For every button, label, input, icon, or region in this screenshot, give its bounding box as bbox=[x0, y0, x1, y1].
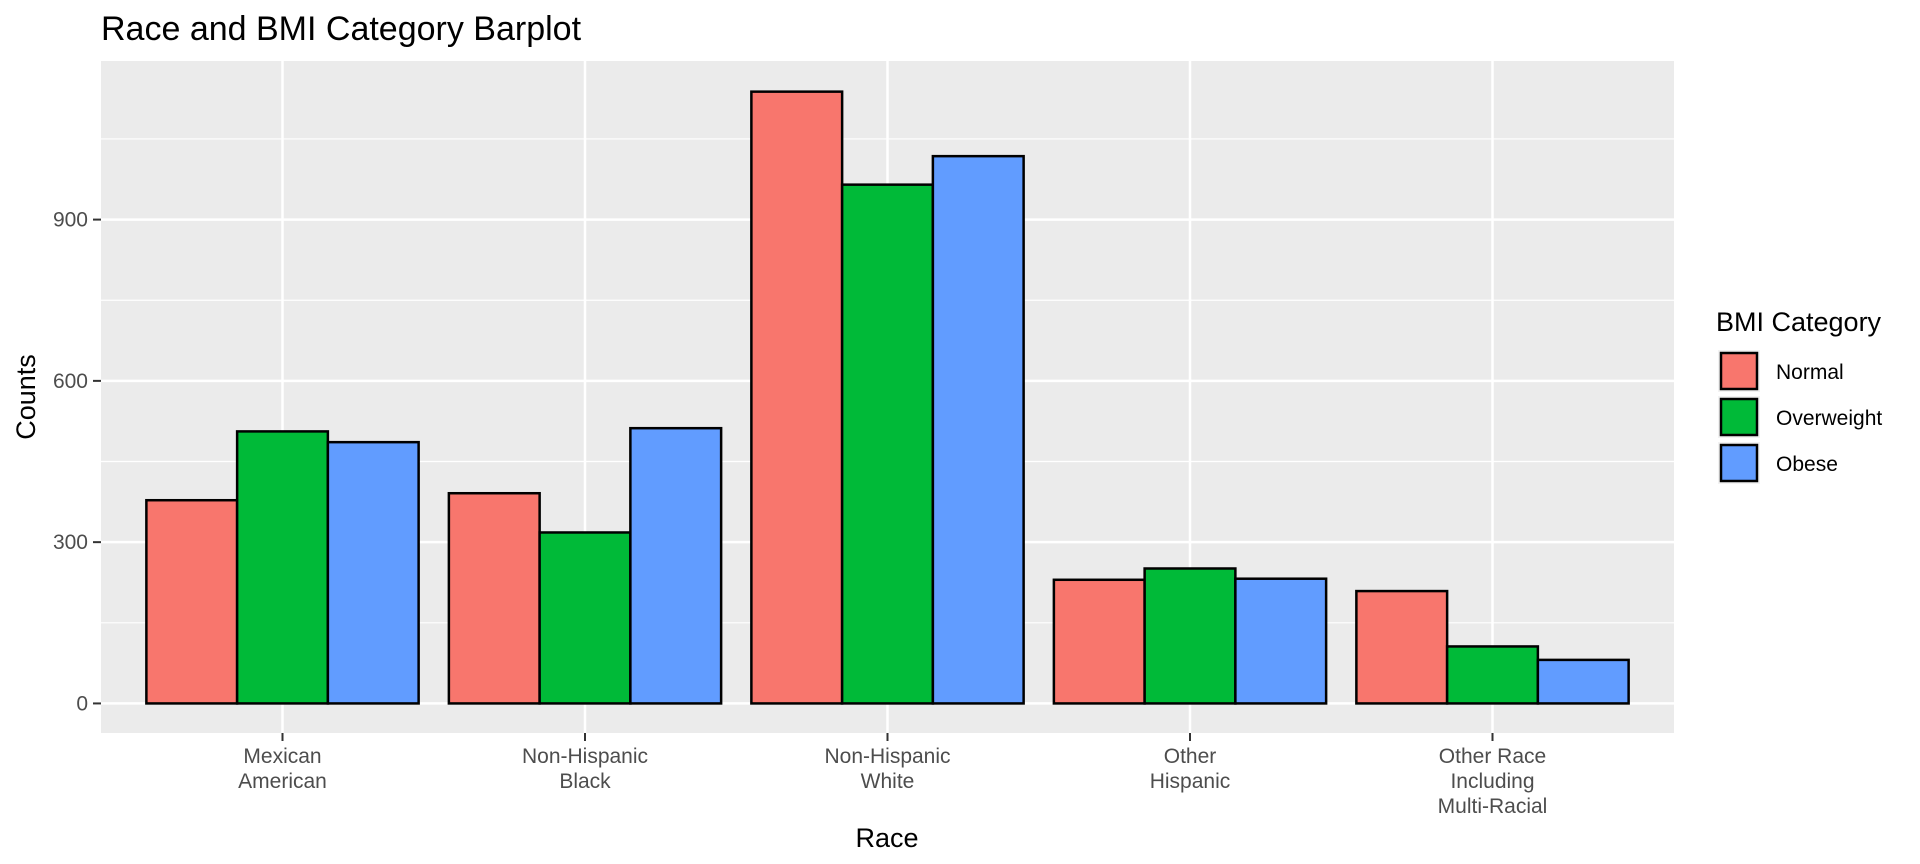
bar bbox=[1355, 589, 1449, 705]
x-axis-title: Race bbox=[855, 823, 918, 853]
bar bbox=[931, 154, 1025, 705]
legend-label: Normal bbox=[1776, 361, 1844, 384]
y-tick-label: 600 bbox=[53, 370, 88, 393]
legend-swatch bbox=[1719, 397, 1759, 437]
legend-label: Overweight bbox=[1776, 407, 1882, 430]
bar bbox=[145, 498, 239, 705]
legend-label: Obese bbox=[1776, 453, 1838, 476]
legend-title: BMI Category bbox=[1716, 307, 1882, 337]
bars bbox=[145, 90, 1630, 705]
legend: BMI Category Normal Overweight Obese bbox=[1716, 307, 1882, 484]
y-tick-label: 900 bbox=[53, 209, 88, 232]
x-axis: Mexican American Non-Hispanic Black Non-Hisp… bbox=[238, 733, 1547, 818]
y-axis: 0 300 600 900 bbox=[53, 209, 101, 715]
bar bbox=[326, 440, 420, 705]
bar bbox=[750, 90, 844, 705]
x-tick-label: Other Race Including Multi-Racial bbox=[1438, 745, 1548, 818]
bar bbox=[1445, 645, 1540, 705]
bar bbox=[1143, 567, 1237, 705]
x-tick-label: Non-Hispanic White bbox=[824, 745, 950, 793]
x-tick-label: Other Hispanic bbox=[1150, 745, 1231, 793]
y-tick-label: 0 bbox=[76, 692, 88, 715]
chart-title: Race and BMI Category Barplot bbox=[101, 10, 582, 48]
bar bbox=[1052, 578, 1146, 705]
x-tick-label: Non-Hispanic Black bbox=[522, 745, 648, 793]
bar bbox=[1234, 577, 1328, 705]
bar bbox=[629, 426, 723, 705]
y-tick-label: 300 bbox=[53, 531, 88, 554]
bar bbox=[538, 531, 632, 705]
legend-swatch bbox=[1719, 443, 1759, 483]
y-axis-title: Counts bbox=[11, 354, 41, 440]
x-tick-label: Mexican American bbox=[238, 745, 327, 793]
bar bbox=[840, 183, 935, 705]
bar bbox=[1536, 658, 1630, 705]
bar bbox=[235, 430, 330, 705]
legend-swatch bbox=[1719, 351, 1759, 391]
bar bbox=[447, 491, 541, 705]
